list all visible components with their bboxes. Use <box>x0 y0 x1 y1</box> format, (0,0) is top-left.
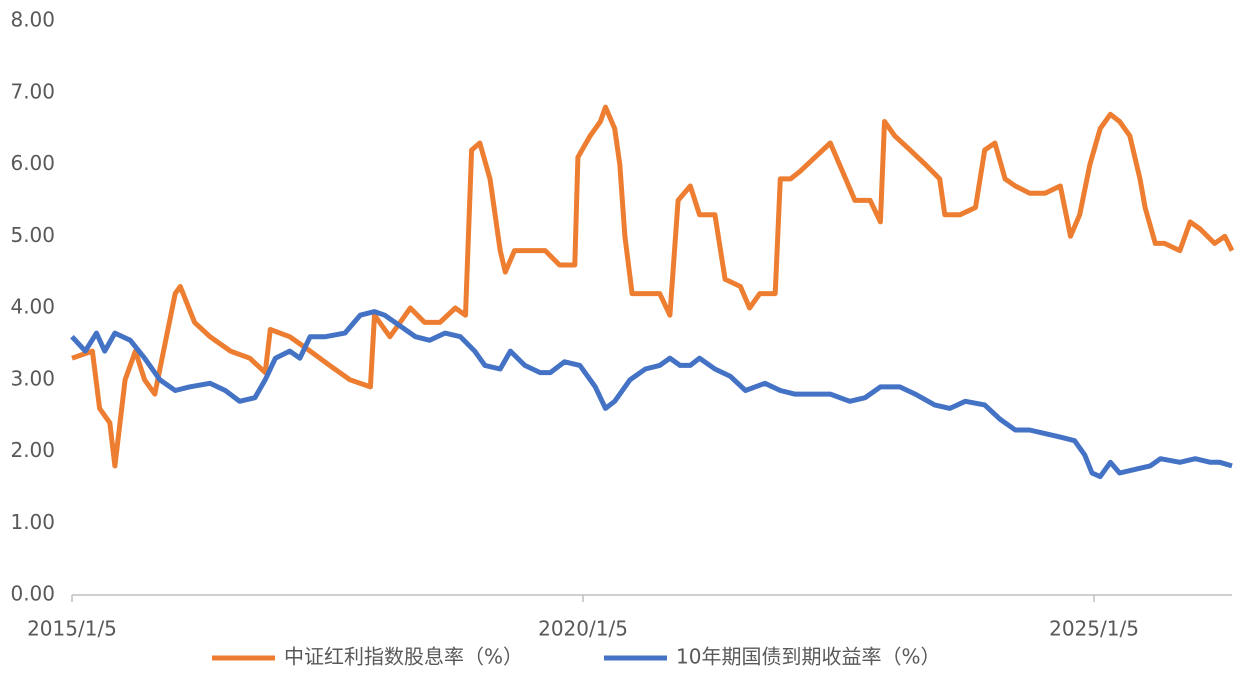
y-tick-label: 6.00 <box>10 151 55 175</box>
y-tick-label: 1.00 <box>10 510 55 534</box>
y-tick-label: 5.00 <box>10 223 55 247</box>
y-tick-label: 0.00 <box>10 582 55 606</box>
x-tick-label: 2025/1/5 <box>1049 617 1139 641</box>
x-tick-label: 2015/1/5 <box>27 617 117 641</box>
y-tick-label: 8.00 <box>10 8 55 32</box>
legend-label: 中证红利指数股息率（%） <box>284 645 523 669</box>
y-tick-label: 7.00 <box>10 79 55 103</box>
y-tick-label: 4.00 <box>10 295 55 319</box>
y-tick-label: 2.00 <box>10 438 55 462</box>
x-tick-label: 2020/1/5 <box>538 617 628 641</box>
legend-label: 10年期国债到期收益率（%） <box>676 645 940 669</box>
series-line <box>71 104 1235 469</box>
series-line <box>70 309 1233 480</box>
y-tick-label: 3.00 <box>10 366 55 390</box>
